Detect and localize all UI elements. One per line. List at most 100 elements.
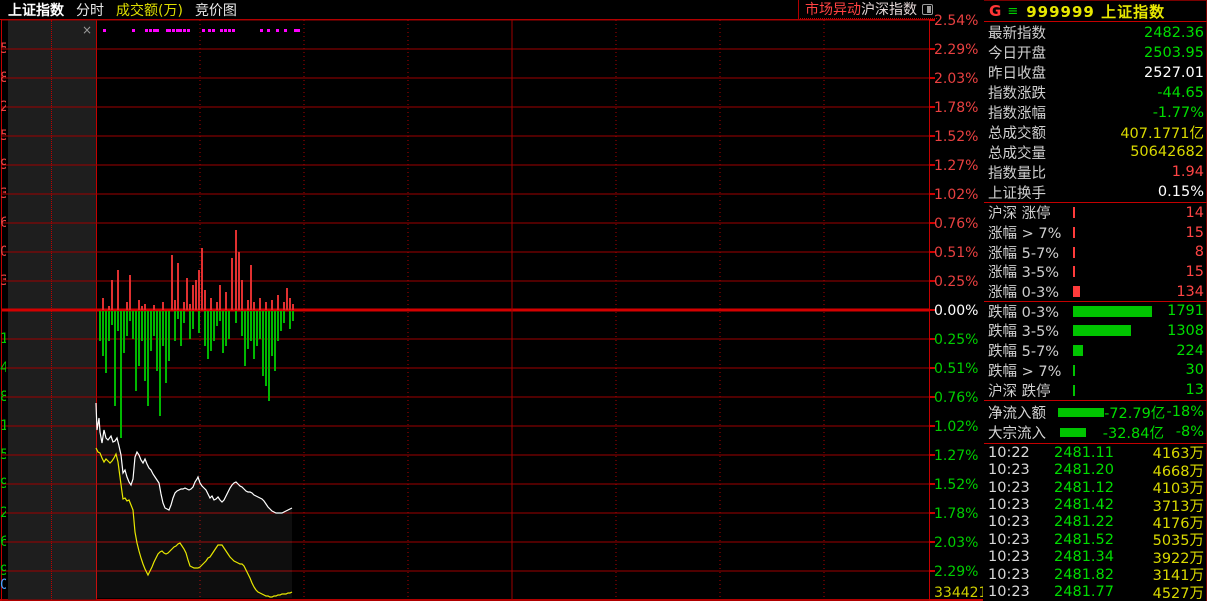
down-tick-bar xyxy=(274,311,276,371)
close-icon[interactable]: × xyxy=(81,23,92,37)
down-tick-bar xyxy=(150,311,152,351)
up-tick-bar xyxy=(192,285,194,310)
auction-dot xyxy=(183,29,186,32)
axis-tick xyxy=(929,251,935,253)
axis-tick xyxy=(929,19,935,21)
prev-close-value: 2527.01 xyxy=(1144,64,1204,81)
up-tick-bar xyxy=(174,300,176,310)
down-tick-bar xyxy=(123,311,125,353)
axis-tick xyxy=(929,425,935,427)
dist-row: 涨幅 0-3% 134 xyxy=(988,283,1204,302)
dist-row: 涨幅 5-7% 8 xyxy=(988,244,1204,262)
down-tick-bar xyxy=(225,311,227,346)
turnover-rate-value: 0.15% xyxy=(1157,184,1204,201)
dist-bar xyxy=(1073,266,1075,278)
dist-bar xyxy=(1073,305,1152,317)
down-tick-bar xyxy=(250,311,252,341)
axis-percent-label: 0.25% xyxy=(934,274,979,290)
volume-value: 50642682 xyxy=(1130,144,1204,161)
auction-dot xyxy=(228,29,231,32)
up-tick-bar xyxy=(189,304,191,310)
menu-icon[interactable]: ≡ xyxy=(1007,3,1019,19)
market-alert-link[interactable]: 市场异动 xyxy=(805,2,861,18)
axis-percent-label: 0.25% xyxy=(934,332,979,348)
volume-ratio-value: 1.94 xyxy=(1171,164,1204,181)
axis-tick xyxy=(929,135,935,137)
up-tick-bar xyxy=(277,295,279,310)
up-tick-bar xyxy=(265,302,267,310)
axis-tick xyxy=(929,570,935,572)
tab-turnover[interactable]: 成交额(万) xyxy=(116,2,183,19)
panel-separator xyxy=(984,443,1207,444)
axis-percent-label: 1.78% xyxy=(934,506,979,522)
dist-row: 跌幅 3-5% 1308 xyxy=(988,322,1204,341)
axis-percent-label: 2.54% xyxy=(934,13,979,29)
down-tick-bar xyxy=(177,311,179,319)
tab-minute-chart[interactable]: 分时 xyxy=(76,2,104,19)
dist-row: 跌幅 5-7% 224 xyxy=(988,342,1204,361)
up-tick-bar xyxy=(162,302,164,310)
up-tick-bar xyxy=(126,302,128,310)
dist-row: 涨幅 3-5% 15 xyxy=(988,263,1204,282)
panel-header[interactable]: G ≡ 999999 上证指数 xyxy=(984,0,1207,22)
axis-tick xyxy=(929,541,935,543)
axis-tick xyxy=(929,48,935,50)
tab-auction-chart[interactable]: 竞价图 xyxy=(194,2,237,19)
dist-bar xyxy=(1073,286,1080,298)
down-tick-bar xyxy=(219,311,221,321)
index-price-line xyxy=(95,402,293,514)
axis-percent-label: 1.52% xyxy=(934,477,979,493)
down-tick-bar xyxy=(174,311,176,341)
up-tick-bar xyxy=(198,270,200,310)
down-tick-bar xyxy=(180,311,182,346)
auction-dot xyxy=(284,29,287,32)
auction-dot xyxy=(297,29,300,32)
hs-index-link[interactable]: 沪深指数 xyxy=(861,2,917,18)
dist-row: 沪深 跌停 13 xyxy=(988,382,1204,400)
tick-list[interactable]: 10:22 2481.11 4163万 10:23 2481.20 4668万 10:2… xyxy=(984,444,1207,601)
axis-percent-label: 0.00% xyxy=(934,303,979,319)
auction-dot xyxy=(172,29,175,32)
axis-tick xyxy=(929,222,935,224)
clipped-price-fragment: 4 xyxy=(0,361,6,376)
info-row: 上证换手 0.15% xyxy=(988,184,1204,202)
price-area-fill xyxy=(96,403,292,598)
panel-separator xyxy=(984,400,1207,401)
auction-dot xyxy=(260,29,263,32)
up-tick-bar xyxy=(144,304,146,310)
dist-row: 跌幅 0-3% 1791 xyxy=(988,303,1204,321)
auction-dot xyxy=(179,29,182,32)
axis-percent-label: 1.27% xyxy=(934,158,979,174)
auction-dot xyxy=(145,29,148,32)
down-tick-bar xyxy=(213,311,215,341)
up-tick-bar xyxy=(283,302,285,310)
index-info-section: 最新指数 2482.36 今日开盘 2503.95 昨日收盘 2527.01 指数涨跌… xyxy=(984,23,1207,203)
flag-g-badge: G xyxy=(989,2,1002,20)
down-tick-bar xyxy=(271,311,273,356)
axis-percent-label: 1.78% xyxy=(934,100,979,116)
open-value: 2503.95 xyxy=(1144,44,1204,61)
page-title: 上证指数 xyxy=(8,2,64,19)
auction-dot xyxy=(187,29,190,32)
auction-dot xyxy=(232,29,235,32)
clipped-price-fragment: 0 xyxy=(0,578,6,593)
down-tick-bar xyxy=(262,311,264,376)
axis-percent-label: 0.76% xyxy=(934,216,979,232)
auction-dot xyxy=(153,29,156,32)
intraday-plot[interactable] xyxy=(0,0,930,601)
axis-percent-label: 2.29% xyxy=(934,42,979,58)
down-tick-bar xyxy=(108,311,110,341)
axis-tick xyxy=(929,396,935,398)
panel-toggle-icon[interactable] xyxy=(922,3,933,15)
down-tick-bar xyxy=(165,311,167,383)
up-tick-bar xyxy=(210,298,212,310)
up-tick-bar xyxy=(129,275,131,310)
down-tick-bar xyxy=(183,311,185,323)
clipped-price-fragment: 3 xyxy=(0,187,6,202)
up-tick-bar xyxy=(183,302,185,310)
up-tick-bar xyxy=(177,263,179,310)
flow-bar xyxy=(1057,407,1105,417)
down-tick-bar xyxy=(235,311,237,323)
up-tick-bar xyxy=(238,252,240,310)
